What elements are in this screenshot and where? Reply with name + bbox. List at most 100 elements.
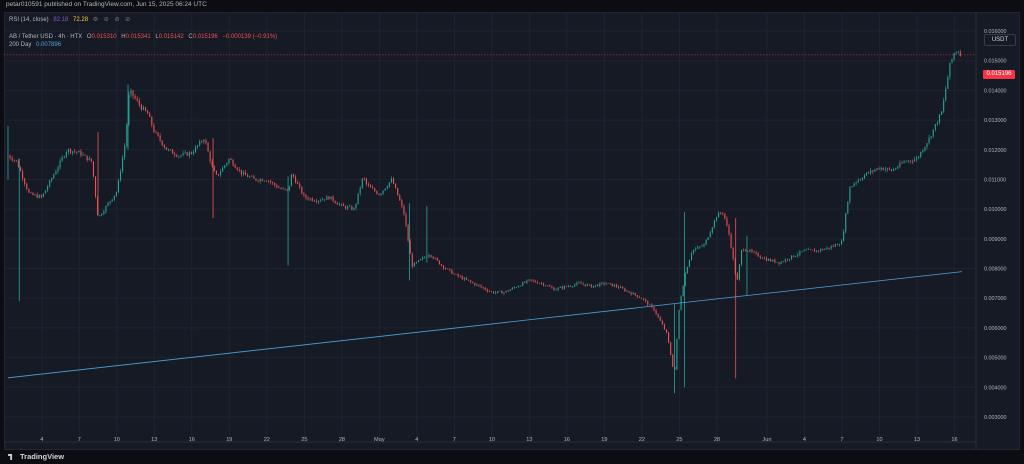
chart-panel[interactable] (4, 12, 1020, 450)
candle-body (578, 282, 580, 284)
candle-body (284, 188, 286, 190)
candle-body (226, 163, 228, 166)
tradingview-logo[interactable]: TradingView (8, 452, 64, 461)
candle-body (372, 187, 374, 189)
candle-body (763, 258, 765, 259)
candle-body (845, 213, 847, 232)
candle-body (711, 227, 713, 233)
candle-body (78, 150, 80, 153)
candle-body (205, 140, 207, 144)
candle-body (882, 167, 884, 170)
candle-body (580, 282, 582, 284)
rsi-settings-icon[interactable]: ⚙ ⊘ ⊘ ⊘ (92, 17, 133, 23)
candle-body (518, 286, 520, 288)
candle-body (730, 234, 732, 248)
candle-body (547, 285, 549, 287)
candle-body (290, 174, 292, 187)
candle-body (776, 262, 778, 263)
rsi-legend[interactable]: RSI (14, close) 82.18 72.28 ⚙ ⊘ ⊘ ⊘ (9, 16, 135, 23)
candle-body (155, 131, 157, 133)
candle-body (201, 141, 203, 142)
candle-body (832, 246, 834, 247)
candle-body (211, 161, 213, 167)
candle-body (895, 168, 897, 170)
candle-body (240, 169, 242, 175)
candle-body (438, 260, 440, 265)
candle-body (307, 197, 309, 200)
candle-body (42, 193, 44, 197)
candle-body (570, 286, 572, 287)
y-tick-label: 0.009000 (984, 237, 1006, 243)
candle-body (811, 249, 813, 251)
candle-body (753, 251, 755, 253)
publish-text: petar010591 published on TradingView.com… (6, 1, 207, 8)
candle-body (163, 145, 165, 148)
candle-body (747, 250, 749, 252)
candle-body (407, 225, 409, 241)
candle-body (913, 159, 916, 162)
candle-body (395, 183, 397, 189)
y-tick-label: 0.003000 (984, 415, 1006, 421)
candle-body (122, 157, 124, 172)
candle-body (249, 176, 251, 178)
candle-body (874, 169, 876, 172)
candle-body (836, 244, 838, 246)
candle-body (695, 248, 697, 250)
candle-body (336, 202, 338, 205)
candle-body (497, 291, 499, 293)
candle-body (822, 249, 824, 250)
candle-body (761, 257, 763, 259)
candle-body (749, 250, 751, 252)
high-value: 0.015341 (125, 34, 151, 40)
candle-body (582, 283, 584, 285)
open-label: O (86, 34, 92, 40)
candle-body (801, 251, 803, 252)
candle-body (65, 151, 67, 157)
candle-body (301, 186, 303, 194)
candle-body (470, 280, 472, 282)
candle-body (841, 240, 843, 245)
candle-body (830, 246, 832, 249)
x-tick-label: 10 (876, 437, 882, 443)
currency-button[interactable]: USDT (984, 34, 1016, 46)
candle-body (553, 287, 555, 291)
candle-body (357, 193, 359, 204)
candle-body (607, 283, 609, 284)
candle-body (74, 151, 76, 153)
candle-body (936, 122, 938, 124)
candle-body (945, 88, 947, 101)
candle-body (245, 172, 247, 176)
candle-body (40, 195, 42, 197)
change-value: −0.000139 (−0.91%) (222, 34, 278, 40)
candle-body (534, 280, 536, 283)
x-tick-label: 4 (415, 437, 418, 443)
candle-body (507, 290, 509, 292)
x-tick-label: Jun (762, 437, 771, 443)
candle-body (476, 284, 478, 286)
candle-body (15, 160, 17, 161)
candle-body (593, 285, 595, 288)
candle-body (282, 188, 284, 190)
candle-body (672, 354, 674, 367)
candle-body (165, 147, 167, 150)
x-tick-label: 7 (453, 437, 456, 443)
candle-body (276, 185, 278, 188)
candle-body (872, 170, 874, 172)
candle-body (745, 250, 747, 251)
candle-body (309, 198, 311, 200)
candle-body (401, 200, 403, 207)
candle-body (663, 324, 665, 330)
candle-body (813, 249, 816, 252)
y-tick-label: 0.011000 (984, 177, 1006, 183)
candle-body (88, 158, 90, 161)
price-chart[interactable]: 0.016000 0.015000 0.014000 0.013000 0.012000… (4, 12, 1020, 450)
x-tick-label: 16 (189, 437, 195, 443)
candle-body (334, 200, 336, 203)
low-value: 0.015142 (158, 34, 184, 40)
candle-body (367, 184, 370, 186)
y-tick-label: 0.010000 (984, 207, 1006, 213)
candle-body (167, 149, 170, 151)
candle-body (536, 282, 538, 284)
candle-body (370, 185, 372, 188)
candle-body (417, 260, 420, 263)
